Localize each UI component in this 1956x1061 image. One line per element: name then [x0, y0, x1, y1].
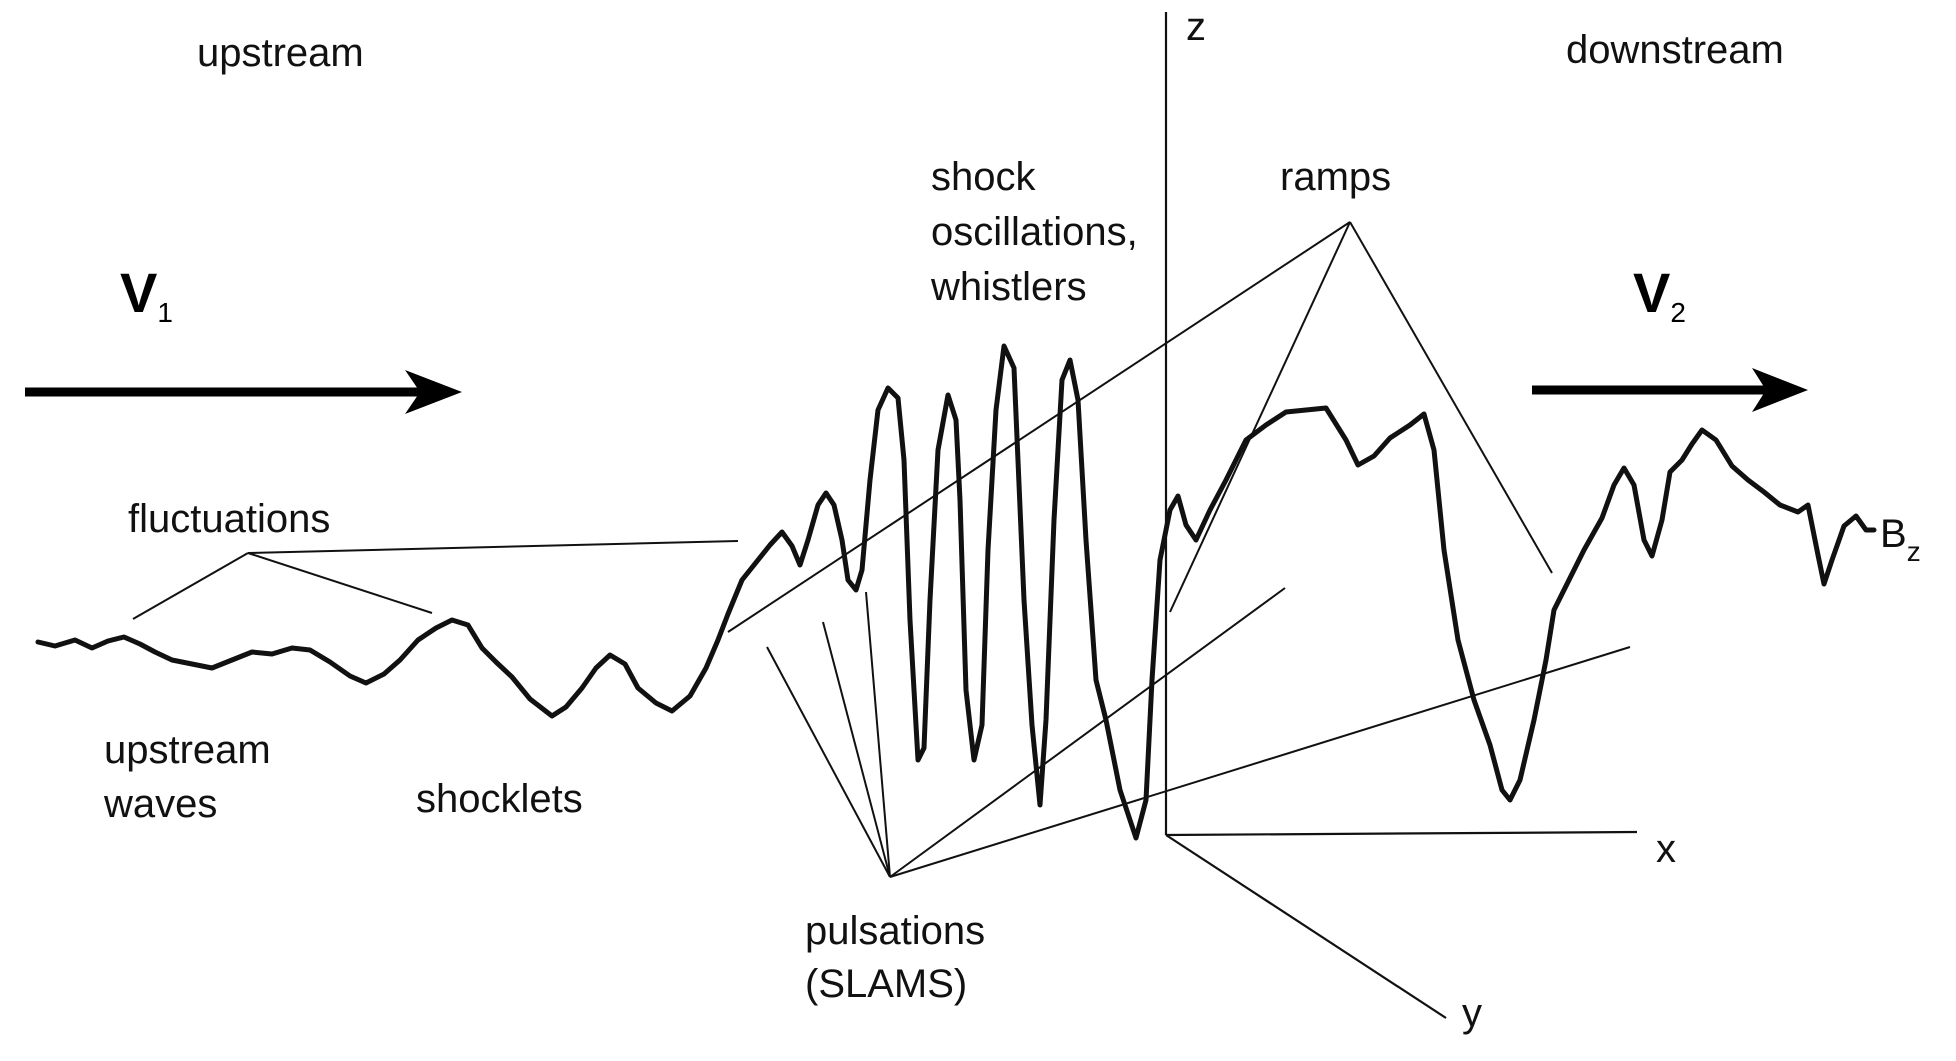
fluctuations-leader-lines: [132, 540, 739, 620]
upstream-flow-arrow: [25, 370, 462, 414]
velocity-v2-label: V2: [1633, 261, 1686, 328]
bz-signal-label: Bz: [1880, 512, 1921, 567]
pulsations-label: pulsations (SLAMS): [805, 909, 996, 1006]
y-axis: [1165, 834, 1447, 1019]
pulsations-leader-lines: [766, 587, 1631, 878]
bz-magnetic-field-trace: [35, 343, 1877, 841]
x-axis: [1165, 830, 1638, 837]
upstream-label: upstream: [197, 31, 364, 75]
x-axis-label: x: [1656, 827, 1676, 871]
ramps-leader-lines: [727, 221, 1553, 633]
downstream-label: downstream: [1566, 28, 1784, 72]
downstream-flow-arrow: [1532, 368, 1808, 412]
fluctuations-label: fluctuations: [128, 497, 330, 541]
ramps-label: ramps: [1280, 155, 1391, 199]
z-axis-label: z: [1186, 5, 1206, 49]
upstream-waves-label: upstream waves: [103, 728, 282, 826]
y-axis-label: y: [1462, 991, 1482, 1035]
shock-oscillations-label: shock oscillations, whistlers: [930, 155, 1149, 309]
velocity-v1-label: V1: [120, 261, 173, 328]
coordinate-axes: [1164, 12, 1638, 1019]
shocklets-label: shocklets: [416, 777, 583, 821]
